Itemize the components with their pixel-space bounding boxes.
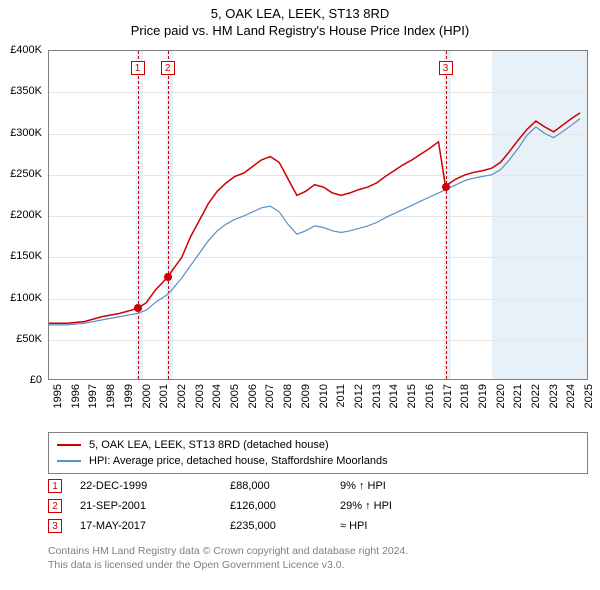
x-axis-tick-label: 2001 [158, 384, 170, 408]
legend: 5, OAK LEA, LEEK, ST13 8RD (detached hou… [48, 432, 588, 474]
x-axis-tick-label: 2016 [424, 384, 436, 408]
price-point-dot [134, 304, 142, 312]
legend-label: HPI: Average price, detached house, Staf… [89, 455, 388, 467]
x-axis-tick-label: 2013 [371, 384, 383, 408]
footer-line-2: This data is licensed under the Open Gov… [48, 558, 588, 572]
x-axis-tick-label: 2005 [229, 384, 241, 408]
x-axis-tick-label: 2015 [406, 384, 418, 408]
x-axis-tick-label: 2014 [388, 384, 400, 408]
event-hpi-delta: 9% ↑ HPI [340, 480, 386, 492]
plot-region: 123 [48, 50, 588, 380]
x-axis-tick-label: 2010 [318, 384, 330, 408]
x-axis-tick-label: 1997 [87, 384, 99, 408]
footer-line-1: Contains HM Land Registry data © Crown c… [48, 544, 588, 558]
event-row: 1 22-DEC-1999£88,0009% ↑ HPI [48, 476, 588, 496]
x-axis-tick-label: 1996 [70, 384, 82, 408]
event-price: £126,000 [230, 500, 340, 512]
x-axis-tick-label: 2019 [477, 384, 489, 408]
y-axis-tick-label: £400K [0, 44, 42, 56]
x-axis-tick-label: 2003 [194, 384, 206, 408]
series-lines [49, 51, 588, 380]
x-axis-tick-label: 2009 [300, 384, 312, 408]
event-hpi-delta: ≈ HPI [340, 520, 367, 532]
event-date: 22-DEC-1999 [80, 480, 230, 492]
x-axis-tick-label: 2008 [282, 384, 294, 408]
x-axis-tick-label: 2025 [583, 384, 595, 408]
price-point-dot [442, 183, 450, 191]
x-axis-tick-label: 2002 [176, 384, 188, 408]
event-price: £235,000 [230, 520, 340, 532]
event-number-badge: 2 [48, 499, 62, 513]
event-number-badge: 1 [48, 479, 62, 493]
attribution-footer: Contains HM Land Registry data © Crown c… [48, 544, 588, 572]
x-axis-tick-label: 2011 [335, 384, 347, 408]
series-hpi [49, 119, 580, 325]
chart-title-subtitle: Price paid vs. HM Land Registry's House … [0, 23, 600, 38]
y-axis-tick-label: £200K [0, 209, 42, 221]
event-price: £88,000 [230, 480, 340, 492]
legend-item: HPI: Average price, detached house, Staf… [57, 453, 579, 469]
x-axis-tick-label: 2017 [442, 384, 454, 408]
x-axis-tick-label: 2020 [495, 384, 507, 408]
y-axis-tick-label: £300K [0, 127, 42, 139]
x-axis-tick-label: 2007 [264, 384, 276, 408]
y-axis-tick-label: £50K [0, 333, 42, 345]
price-point-dot [164, 273, 172, 281]
legend-item: 5, OAK LEA, LEEK, ST13 8RD (detached hou… [57, 437, 579, 453]
x-axis-tick-label: 1998 [105, 384, 117, 408]
y-axis-tick-label: £350K [0, 85, 42, 97]
legend-swatch [57, 444, 81, 446]
x-axis-tick-label: 2018 [459, 384, 471, 408]
event-number-badge: 3 [48, 519, 62, 533]
y-axis-tick-label: £0 [0, 374, 42, 386]
event-table: 1 22-DEC-1999£88,0009% ↑ HPI 2 21-SEP-2001£… [48, 476, 588, 536]
x-axis-tick-label: 1995 [52, 384, 64, 408]
event-hpi-delta: 29% ↑ HPI [340, 500, 392, 512]
x-axis-tick-label: 2004 [211, 384, 223, 408]
legend-swatch [57, 460, 81, 462]
x-axis-tick-label: 2021 [512, 384, 524, 408]
event-date: 17-MAY-2017 [80, 520, 230, 532]
event-date: 21-SEP-2001 [80, 500, 230, 512]
chart-area: 123 £0£50K£100K£150K£200K£250K£300K£350K… [48, 50, 588, 390]
event-row: 3 17-MAY-2017£235,000≈ HPI [48, 516, 588, 536]
x-axis-tick-label: 2012 [353, 384, 365, 408]
series-price_paid [49, 113, 580, 323]
event-row: 2 21-SEP-2001£126,00029% ↑ HPI [48, 496, 588, 516]
x-axis-tick-label: 2006 [247, 384, 259, 408]
x-axis-tick-label: 2023 [548, 384, 560, 408]
x-axis-tick-label: 2024 [565, 384, 577, 408]
legend-label: 5, OAK LEA, LEEK, ST13 8RD (detached hou… [89, 439, 329, 451]
y-axis-tick-label: £100K [0, 292, 42, 304]
y-axis-tick-label: £250K [0, 168, 42, 180]
x-axis-tick-label: 1999 [123, 384, 135, 408]
y-axis-tick-label: £150K [0, 250, 42, 262]
x-axis-tick-label: 2022 [530, 384, 542, 408]
chart-title-address: 5, OAK LEA, LEEK, ST13 8RD [0, 6, 600, 21]
x-axis-tick-label: 2000 [141, 384, 153, 408]
